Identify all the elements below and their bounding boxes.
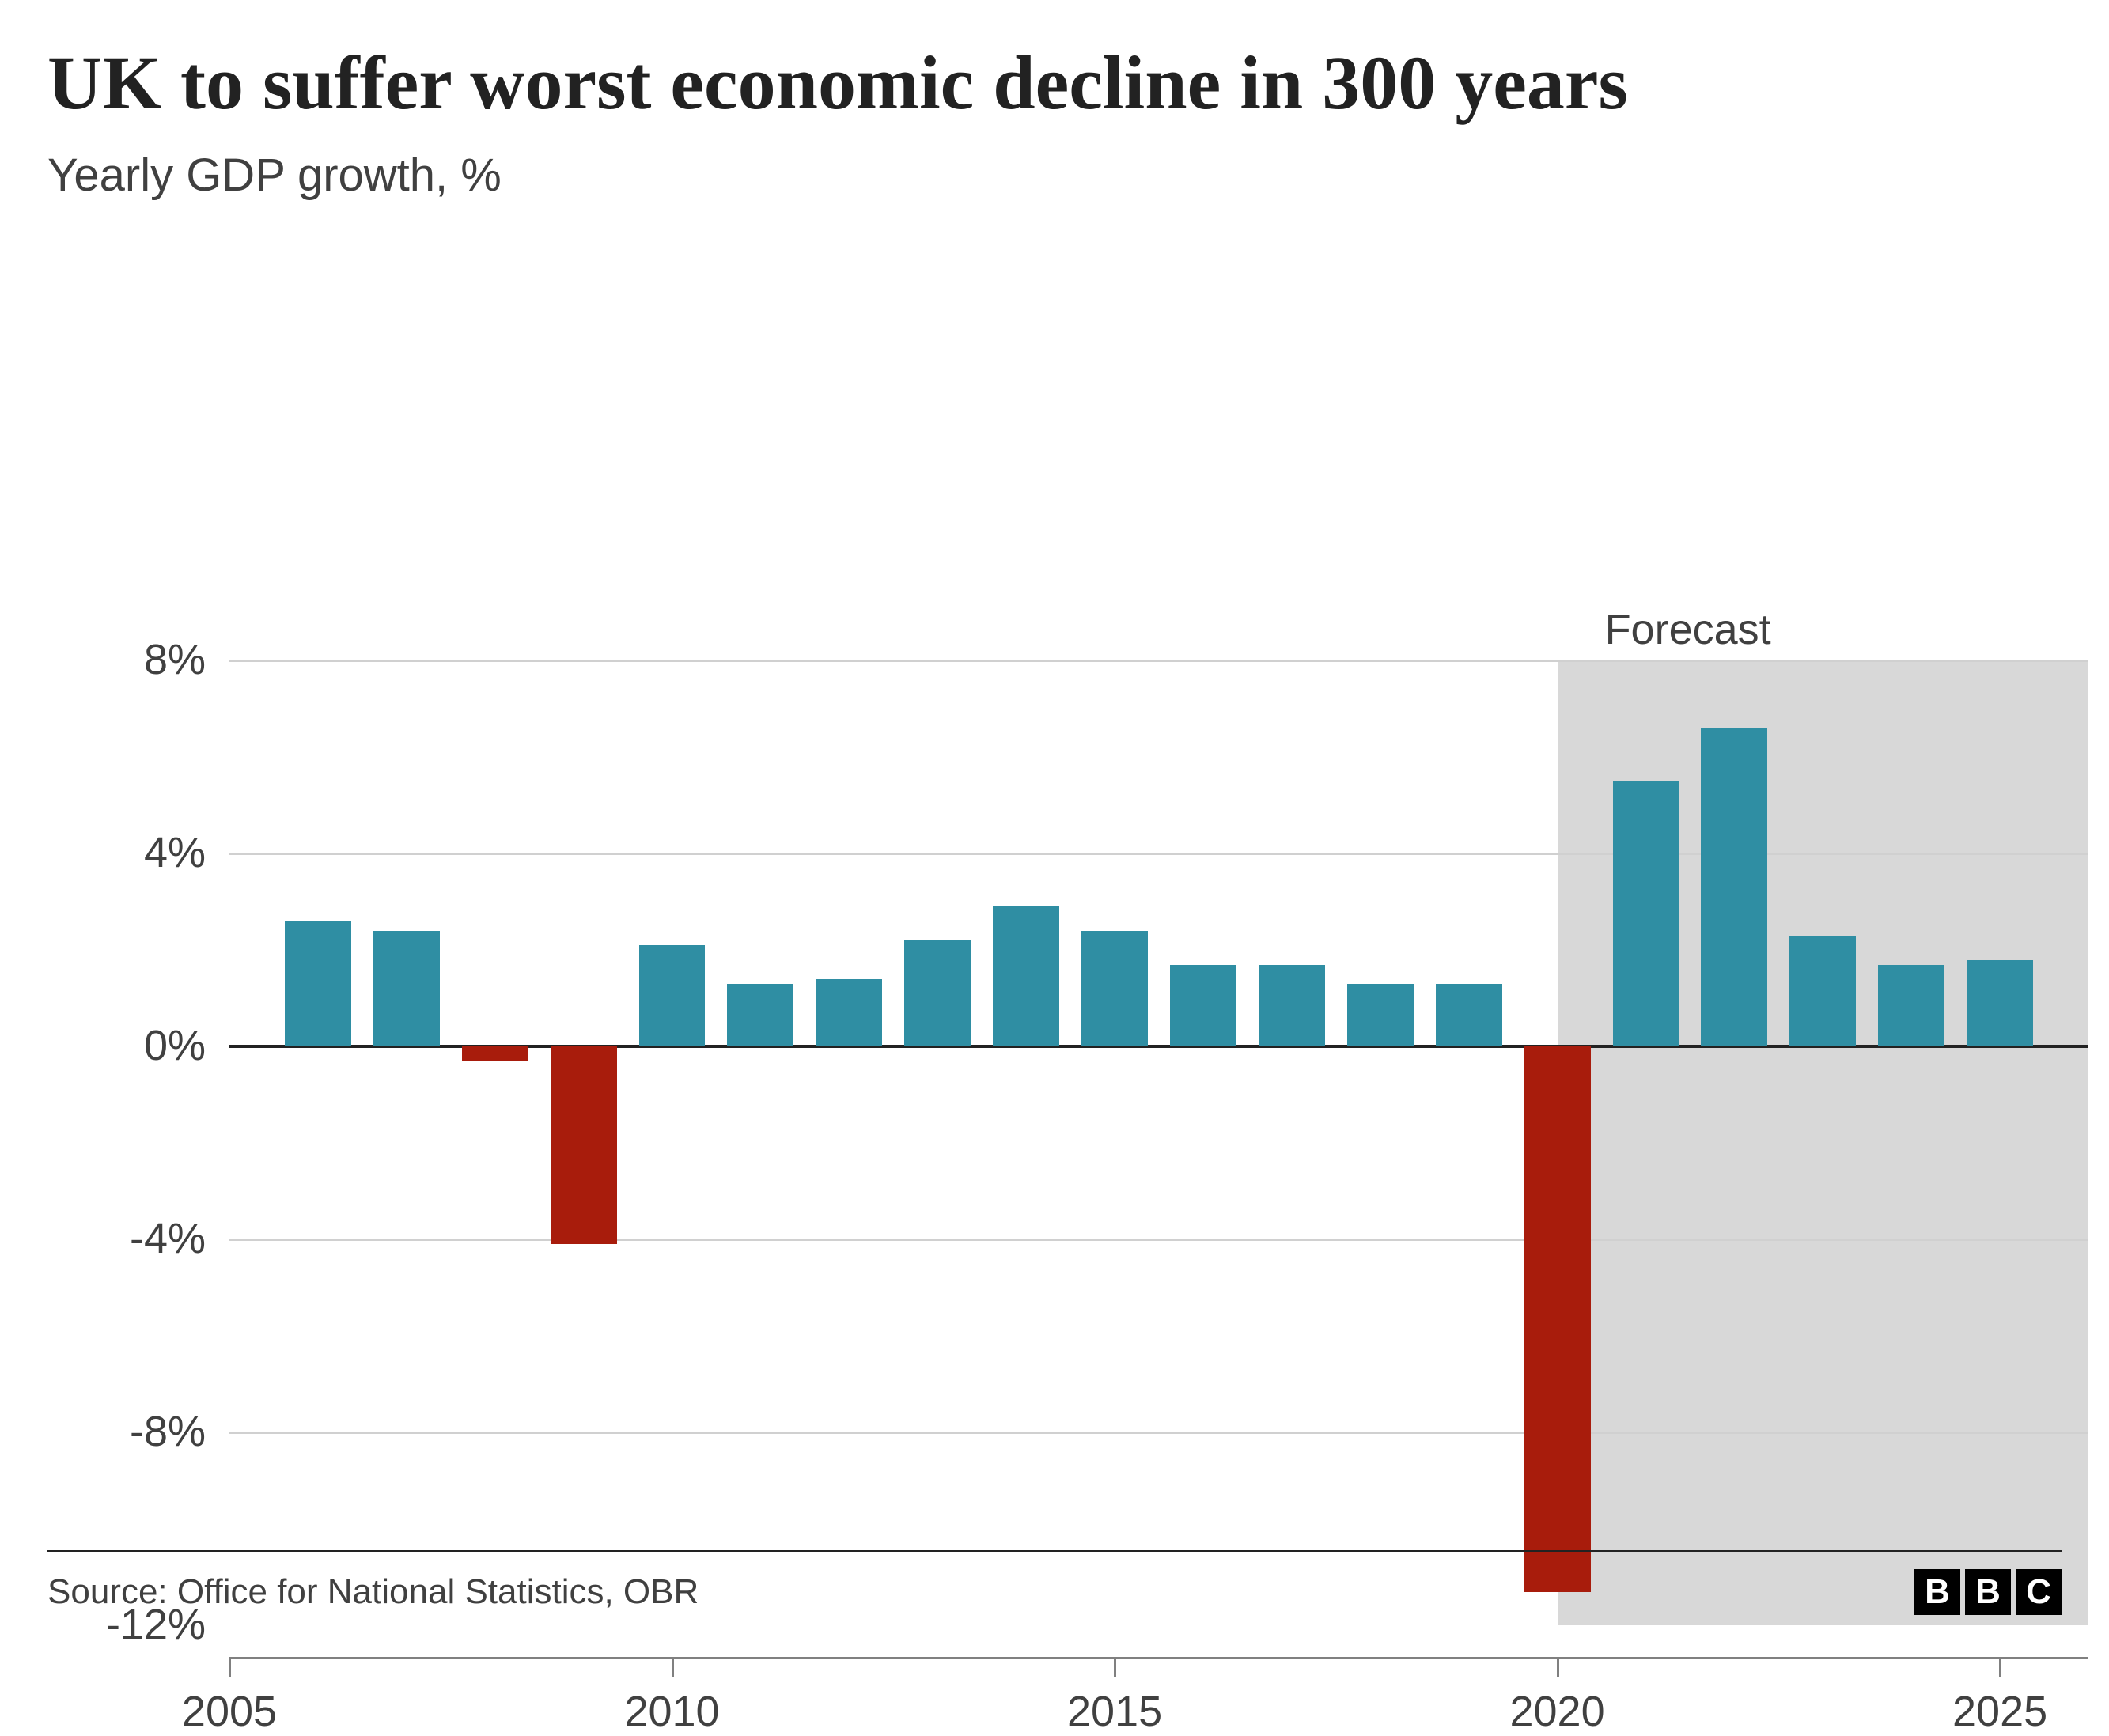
y-tick-label: 4% xyxy=(47,828,206,877)
chart-container: UK to suffer worst economic decline in 3… xyxy=(0,0,2109,1647)
bar xyxy=(285,921,351,1047)
bar xyxy=(1967,960,2033,1047)
y-tick-label: 8% xyxy=(47,635,206,684)
logo-letter: B xyxy=(1914,1569,1960,1615)
bar xyxy=(1081,931,1148,1046)
bar xyxy=(1878,965,1944,1047)
y-tick-label: 0% xyxy=(47,1021,206,1070)
y-tick-label: -4% xyxy=(47,1214,206,1263)
x-tick xyxy=(1114,1657,1116,1677)
bar xyxy=(1789,936,1856,1046)
bar xyxy=(1701,728,1767,1047)
plot-area: -12%-8%-4%0%4%8%20052010201520202025 xyxy=(229,660,2088,1625)
bar xyxy=(1613,781,1679,1047)
bar xyxy=(727,984,793,1046)
bar xyxy=(904,940,971,1046)
bar xyxy=(1436,984,1502,1046)
bar xyxy=(816,979,882,1046)
bbc-logo: BBC xyxy=(1914,1569,2062,1615)
x-tick xyxy=(1999,1657,2001,1677)
x-tick xyxy=(1557,1657,1559,1677)
source-text: Source: Office for National Statistics, … xyxy=(47,1572,699,1612)
x-tick-label: 2010 xyxy=(624,1687,719,1736)
bar xyxy=(462,1046,528,1061)
y-tick-label: -8% xyxy=(47,1407,206,1456)
x-tick-label: 2025 xyxy=(1952,1687,2047,1736)
x-axis-line xyxy=(229,1657,2088,1659)
x-tick-label: 2020 xyxy=(1509,1687,1604,1736)
chart-footer: Source: Office for National Statistics, … xyxy=(47,1550,2062,1615)
x-tick-label: 2015 xyxy=(1067,1687,1162,1736)
bar xyxy=(1524,1046,1591,1591)
chart-title: UK to suffer worst economic decline in 3… xyxy=(47,40,2062,127)
grid-line xyxy=(229,660,2088,662)
bar xyxy=(373,931,440,1046)
bar xyxy=(551,1046,617,1244)
grid-line xyxy=(229,1239,2088,1241)
forecast-label: Forecast xyxy=(1605,605,1771,654)
logo-letter: C xyxy=(2016,1569,2062,1615)
x-tick xyxy=(672,1657,674,1677)
x-tick xyxy=(229,1657,231,1677)
bar xyxy=(1347,984,1414,1046)
grid-line xyxy=(229,1432,2088,1434)
bar xyxy=(1170,965,1236,1047)
bar xyxy=(993,906,1059,1046)
chart-subtitle: Yearly GDP growth, % xyxy=(47,149,2062,202)
x-tick-label: 2005 xyxy=(182,1687,277,1736)
bar xyxy=(639,945,706,1046)
grid-line xyxy=(229,853,2088,855)
bar xyxy=(1259,965,1325,1047)
logo-letter: B xyxy=(1965,1569,2011,1615)
